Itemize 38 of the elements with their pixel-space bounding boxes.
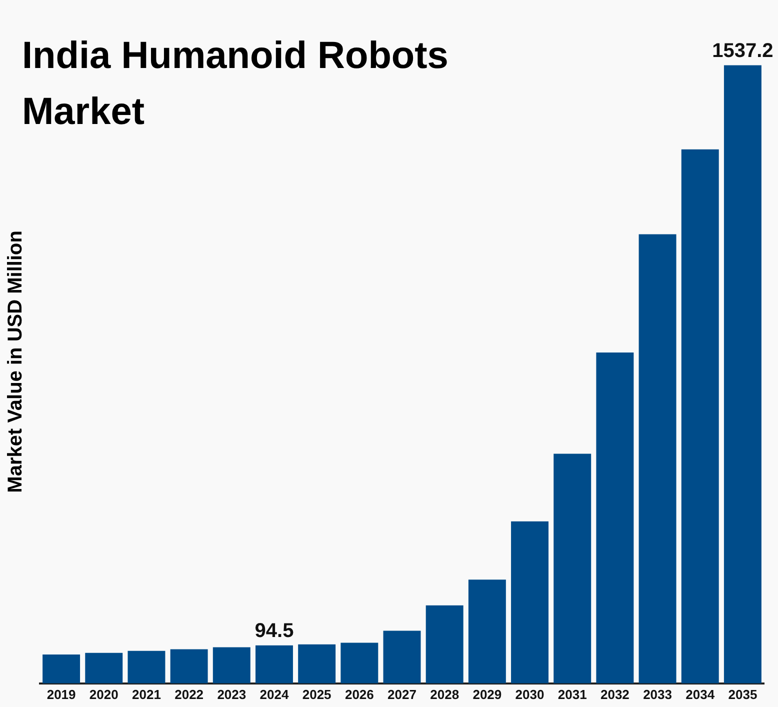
- bar: [638, 234, 676, 684]
- bar: [212, 647, 250, 684]
- bar: [681, 149, 719, 684]
- x-tick-label: 2035: [728, 686, 758, 702]
- bar: [42, 654, 80, 684]
- x-tick-label: 2025: [302, 686, 332, 702]
- x-tick-label: 2028: [430, 686, 460, 702]
- bar: [85, 652, 123, 684]
- bar: [170, 649, 208, 684]
- x-tick-label: 2020: [89, 686, 118, 702]
- x-tick-label: 2034: [686, 686, 716, 702]
- bar: [554, 454, 592, 684]
- x-tick-label: 2033: [643, 686, 672, 702]
- bar: [724, 65, 762, 684]
- x-tick-label: 2023: [217, 686, 246, 702]
- x-tick-label: 2029: [472, 686, 502, 702]
- data-label: 94.5: [254, 620, 294, 642]
- x-tick-label: 2030: [515, 686, 544, 702]
- data-label: 1537.2: [712, 40, 774, 62]
- x-tick-label: 2032: [600, 686, 630, 702]
- bar: [340, 642, 378, 684]
- x-tick-label: 2024: [260, 686, 290, 702]
- x-tick-label: 2031: [558, 686, 587, 702]
- x-tick-label: 2027: [388, 686, 416, 702]
- x-tick-label: 2026: [344, 686, 374, 702]
- x-tick-label: 2022: [174, 686, 204, 702]
- y-axis-title: Market Value in USD Million: [4, 230, 27, 493]
- x-tick-label: 2019: [46, 686, 76, 702]
- bar: [511, 521, 549, 684]
- bar: [383, 630, 421, 684]
- bar: [596, 352, 634, 684]
- x-tick-label: 2021: [132, 686, 161, 702]
- bar: [128, 650, 166, 684]
- bar: [426, 605, 464, 684]
- bar: [468, 580, 506, 684]
- chart-title: India Humanoid Robots Market: [22, 34, 450, 135]
- bar: [298, 644, 336, 684]
- bar: [255, 645, 293, 684]
